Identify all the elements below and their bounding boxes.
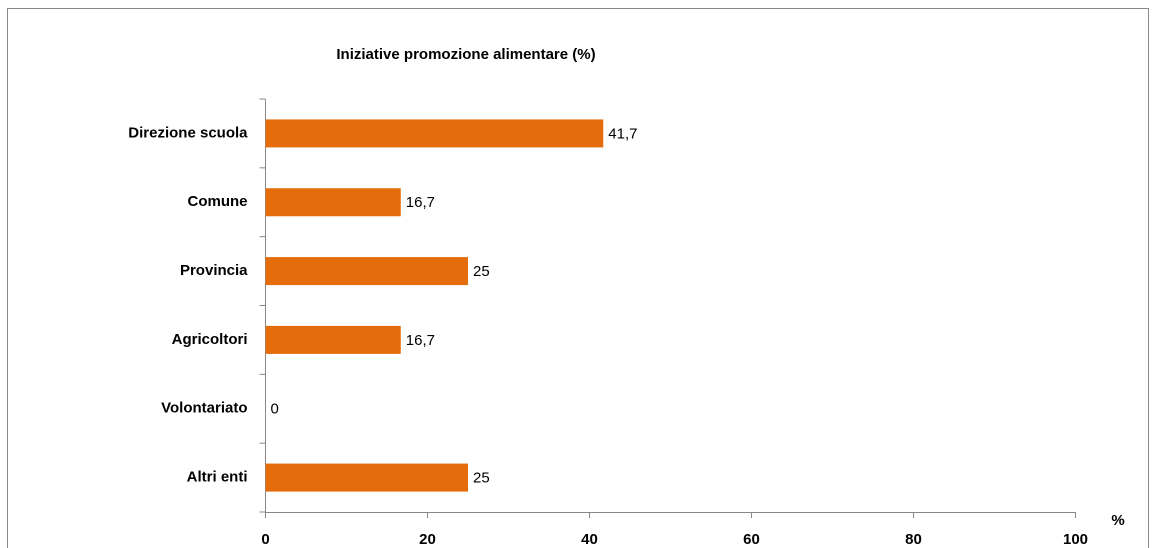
bar [265,257,468,286]
x-axis-label: % [1111,512,1124,529]
x-tick-label: 40 [581,531,598,548]
x-tick-label: 0 [261,531,269,548]
y-tick-label: Altri enti [187,469,248,486]
bar [265,463,468,492]
y-tick-label: Provincia [180,262,248,279]
bar [265,119,604,148]
x-tick-label: 20 [419,531,436,548]
bar [265,188,401,217]
x-tick-label: 80 [905,531,922,548]
chart-title: Iniziative promozione alimentare (%) [336,46,595,63]
x-tick-label: 60 [743,531,760,548]
y-tick-label: Comune [188,193,248,210]
value-label: 16,7 [406,332,435,349]
value-label: 25 [473,263,490,280]
y-tick-label: Volontariato [161,400,247,417]
x-tick-label: 100 [1063,531,1088,548]
y-tick-label: Agricoltori [172,331,248,348]
chart-border [7,8,1149,548]
value-label: 16,7 [406,194,435,211]
value-label: 25 [473,470,490,487]
y-tick-label: Direzione scuola [128,124,248,141]
value-label: 0 [271,401,279,418]
value-label: 41,7 [608,125,637,142]
bar [265,325,401,354]
